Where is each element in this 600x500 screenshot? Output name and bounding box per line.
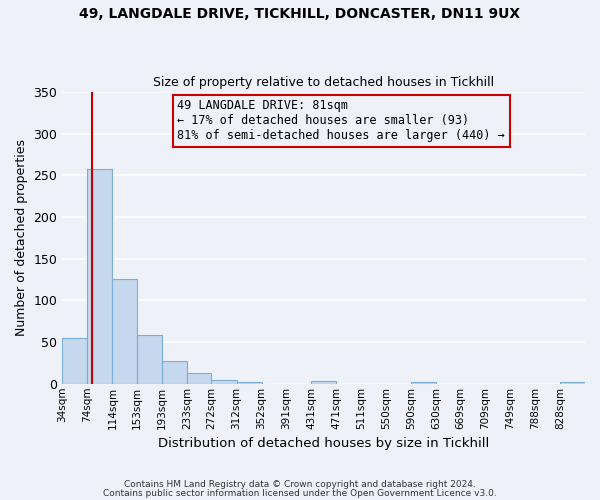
Bar	[88, 168, 112, 384]
Bar	[112, 278, 137, 384]
Bar	[137, 336, 162, 384]
Bar	[411, 382, 436, 384]
Bar	[187, 373, 211, 384]
Bar	[560, 382, 585, 384]
X-axis label: Distribution of detached houses by size in Tickhill: Distribution of detached houses by size …	[158, 437, 489, 450]
Bar	[62, 338, 88, 384]
Bar	[311, 382, 336, 384]
Text: 49, LANGDALE DRIVE, TICKHILL, DONCASTER, DN11 9UX: 49, LANGDALE DRIVE, TICKHILL, DONCASTER,…	[79, 8, 521, 22]
Y-axis label: Number of detached properties: Number of detached properties	[15, 140, 28, 336]
Text: Contains public sector information licensed under the Open Government Licence v3: Contains public sector information licen…	[103, 489, 497, 498]
Bar	[236, 382, 262, 384]
Bar	[162, 362, 187, 384]
Text: 49 LANGDALE DRIVE: 81sqm
← 17% of detached houses are smaller (93)
81% of semi-d: 49 LANGDALE DRIVE: 81sqm ← 17% of detach…	[177, 100, 505, 142]
Bar	[211, 380, 236, 384]
Text: Contains HM Land Registry data © Crown copyright and database right 2024.: Contains HM Land Registry data © Crown c…	[124, 480, 476, 489]
Title: Size of property relative to detached houses in Tickhill: Size of property relative to detached ho…	[153, 76, 494, 90]
